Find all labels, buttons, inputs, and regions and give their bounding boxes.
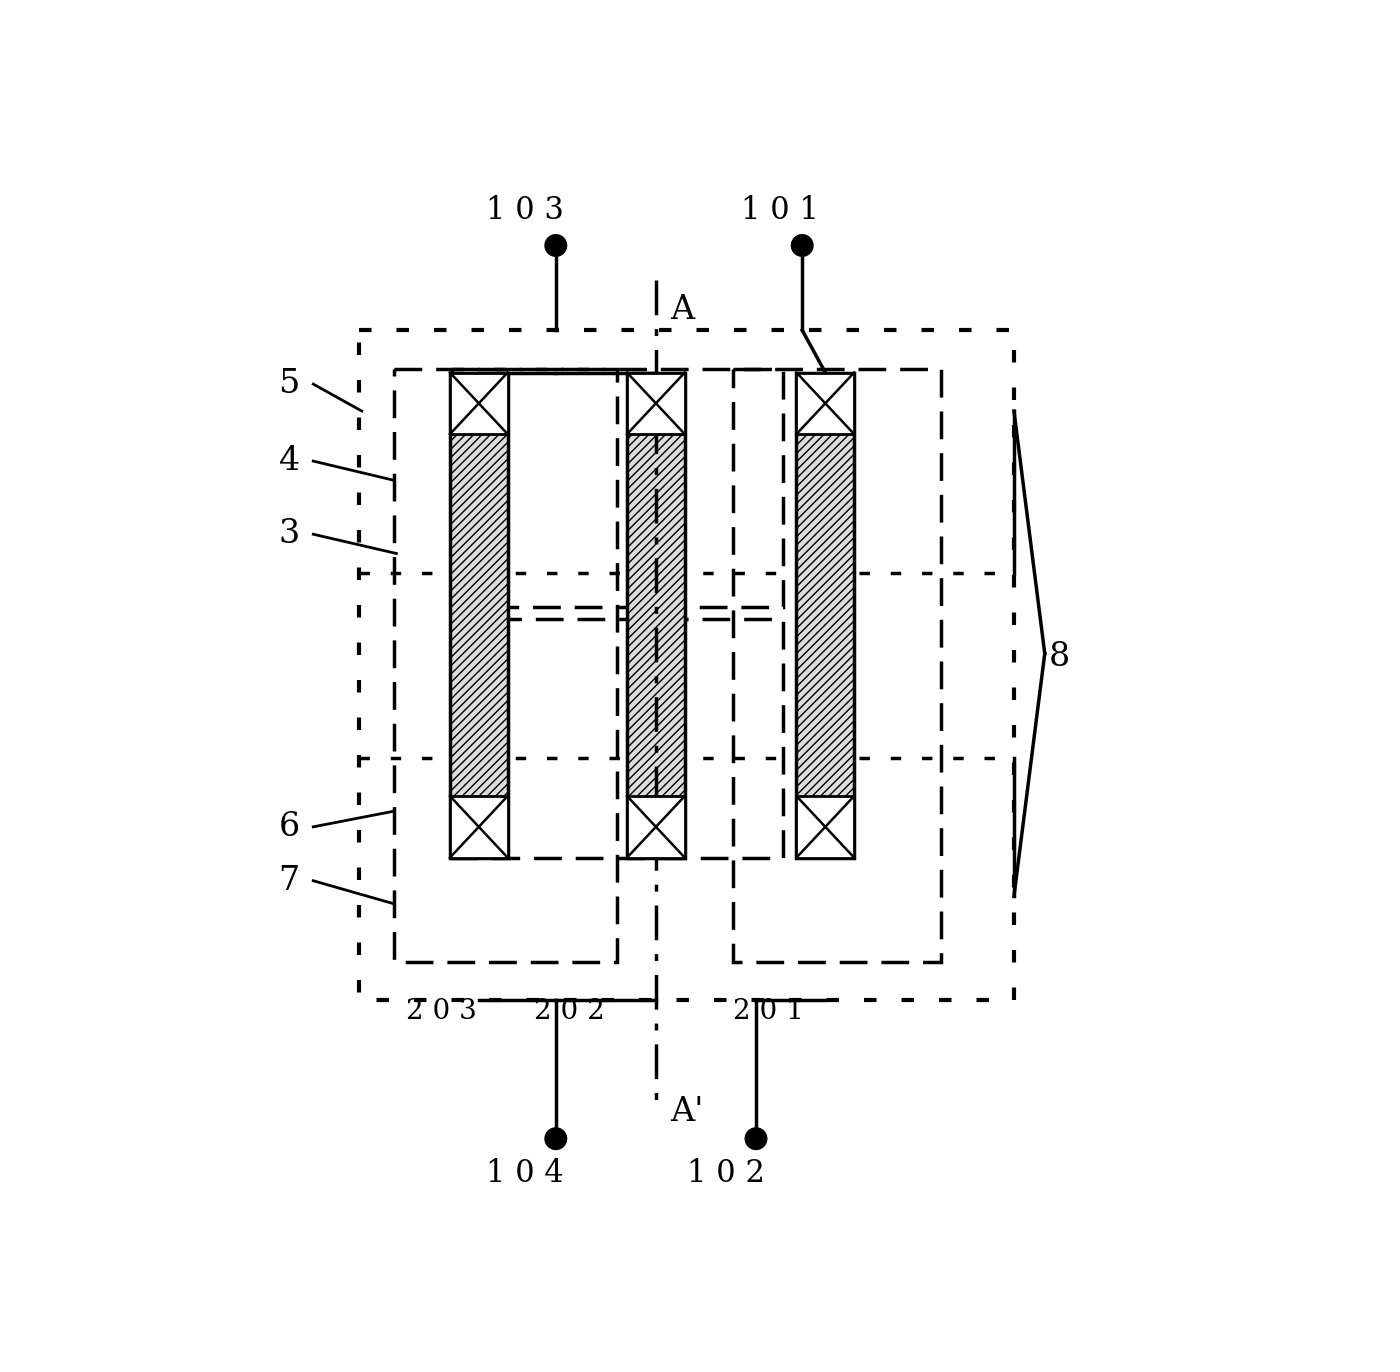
Circle shape	[745, 1128, 767, 1150]
Text: 1 0 4: 1 0 4	[487, 1158, 564, 1190]
Text: 3: 3	[279, 519, 300, 550]
Text: 2 0 2: 2 0 2	[535, 999, 605, 1025]
Bar	[449, 373, 508, 858]
Text: 2 0 3: 2 0 3	[406, 999, 476, 1025]
Text: 7: 7	[279, 864, 300, 897]
Text: 2 0 1: 2 0 1	[734, 999, 804, 1025]
Bar	[452, 619, 783, 858]
Bar	[734, 369, 941, 962]
Bar	[797, 796, 854, 858]
Text: 1 0 3: 1 0 3	[487, 195, 564, 226]
Text: A': A'	[669, 1096, 703, 1128]
Circle shape	[545, 235, 567, 257]
Bar	[627, 373, 685, 858]
Text: A: A	[669, 294, 694, 327]
Bar	[627, 796, 685, 858]
Bar	[395, 369, 617, 962]
Bar	[449, 373, 508, 434]
Text: 4: 4	[279, 445, 300, 477]
Text: 5: 5	[279, 368, 300, 401]
Bar	[797, 373, 854, 434]
Text: 1 0 2: 1 0 2	[687, 1158, 764, 1190]
Text: 8: 8	[1049, 642, 1070, 674]
Bar	[360, 331, 1014, 1000]
Bar	[627, 373, 685, 434]
Text: 6: 6	[279, 811, 300, 842]
Circle shape	[545, 1128, 567, 1150]
Bar	[452, 369, 783, 608]
Text: 1 0 1: 1 0 1	[741, 195, 819, 226]
Bar	[797, 373, 854, 858]
Circle shape	[791, 235, 813, 257]
Bar	[449, 796, 508, 858]
